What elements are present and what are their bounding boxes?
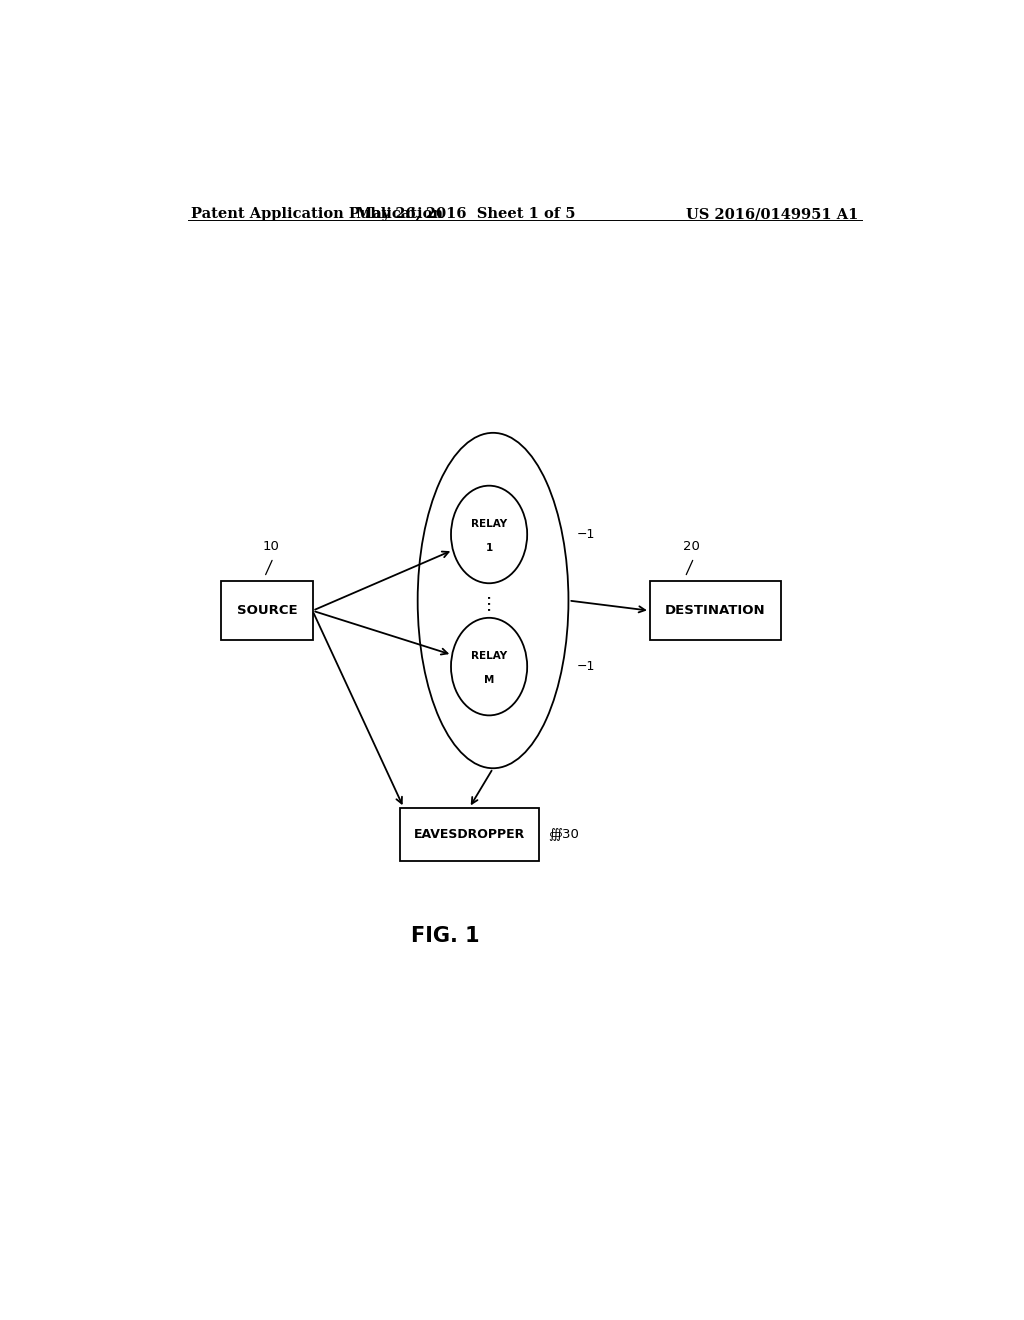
- Text: SOURCE: SOURCE: [237, 605, 297, 618]
- Text: US 2016/0149951 A1: US 2016/0149951 A1: [686, 207, 858, 222]
- Text: ⋯: ⋯: [480, 591, 498, 610]
- FancyBboxPatch shape: [399, 808, 539, 861]
- Text: ∰30: ∰30: [548, 828, 580, 841]
- Text: 20: 20: [683, 540, 699, 553]
- Text: −1: −1: [577, 660, 595, 673]
- FancyBboxPatch shape: [221, 581, 312, 640]
- Text: RELAY: RELAY: [471, 652, 507, 661]
- Text: RELAY: RELAY: [471, 519, 507, 529]
- Text: FIG. 1: FIG. 1: [411, 925, 480, 946]
- Circle shape: [451, 486, 527, 583]
- Circle shape: [451, 618, 527, 715]
- Text: −1: −1: [577, 528, 595, 541]
- Text: DESTINATION: DESTINATION: [665, 605, 766, 618]
- Text: 1: 1: [485, 543, 493, 553]
- Ellipse shape: [418, 433, 568, 768]
- Text: EAVESDROPPER: EAVESDROPPER: [414, 828, 525, 841]
- Text: M: M: [484, 675, 495, 685]
- FancyBboxPatch shape: [650, 581, 780, 640]
- Text: May 26, 2016  Sheet 1 of 5: May 26, 2016 Sheet 1 of 5: [355, 207, 575, 222]
- Text: 10: 10: [262, 540, 280, 553]
- Text: Patent Application Publication: Patent Application Publication: [191, 207, 443, 222]
